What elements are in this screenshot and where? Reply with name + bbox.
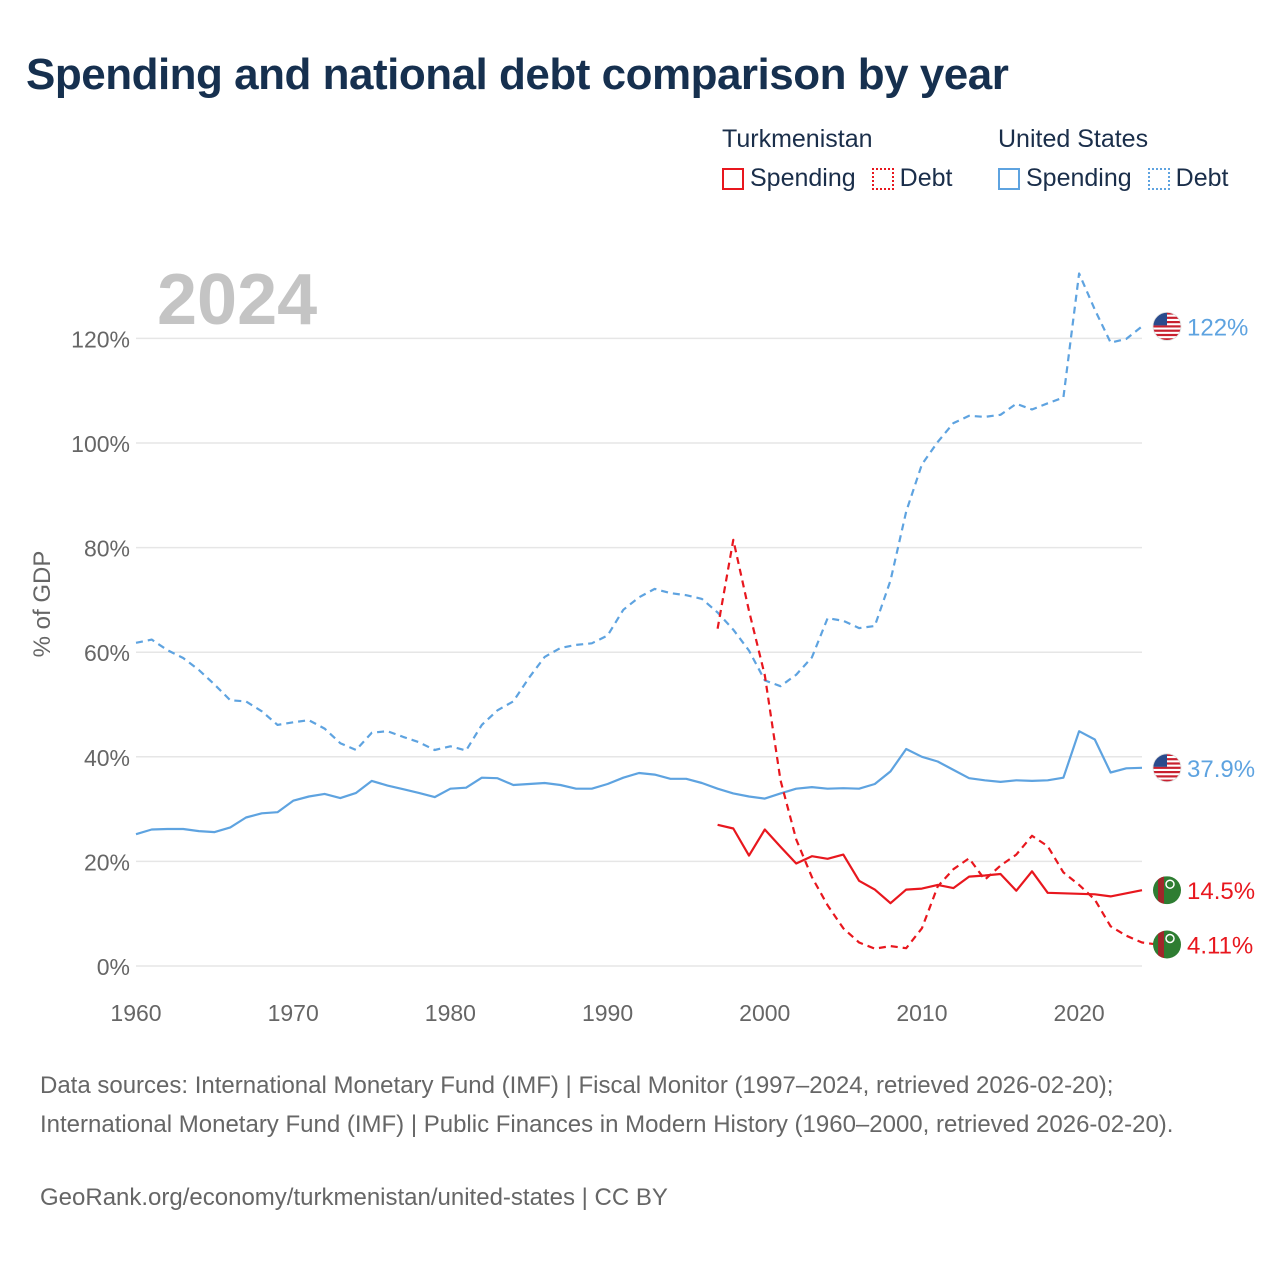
y-tick-label: 80% bbox=[84, 536, 130, 562]
series-line-turkmenistan-debt[interactable] bbox=[716, 538, 1158, 950]
flag-outline bbox=[1152, 753, 1182, 783]
flag-background bbox=[1153, 930, 1181, 959]
end-value-label: 4.11% bbox=[1187, 933, 1253, 960]
series-line-united-states-debt[interactable] bbox=[135, 272, 1143, 752]
end-value-label: 14.5% bbox=[1187, 878, 1255, 905]
flag-stripe bbox=[1153, 766, 1181, 769]
legend-item-label: Spending bbox=[1026, 164, 1132, 192]
flag-crescent bbox=[1165, 933, 1175, 944]
x-tick-label: 1960 bbox=[110, 1000, 161, 1026]
x-tick-label: 2020 bbox=[1054, 1000, 1105, 1026]
y-tick-label: 40% bbox=[84, 745, 130, 771]
legend-item-turkmenistan-debt[interactable]: Debt bbox=[871, 164, 953, 193]
flag-stripe bbox=[1153, 325, 1181, 328]
legend-item-label: Debt bbox=[899, 164, 953, 192]
legend-group-turkmenistan: Turkmenistan Spending Debt bbox=[722, 122, 968, 193]
series-line-turkmenistan-spending[interactable] bbox=[717, 823, 1143, 905]
chart-title: Spending and national debt comparison by… bbox=[26, 50, 1009, 99]
y-axis-label: % of GDP bbox=[29, 551, 56, 658]
y-tick-label: 100% bbox=[71, 431, 130, 457]
legend-item-label: Debt bbox=[1175, 164, 1229, 192]
end-value-label: 37.9% bbox=[1187, 756, 1255, 783]
x-tick-label: 1990 bbox=[582, 1000, 633, 1026]
legend-item-us-spending[interactable]: Spending bbox=[998, 164, 1132, 193]
legend-item-us-debt[interactable]: Debt bbox=[1147, 164, 1229, 193]
flag-stripe bbox=[1153, 775, 1181, 778]
legend-group-label: United States bbox=[998, 125, 1149, 153]
legend-group-label: Turkmenistan bbox=[722, 125, 873, 153]
flag-stripe bbox=[1153, 338, 1181, 341]
y-tick-label: 0% bbox=[97, 954, 130, 980]
year-watermark: 2024 bbox=[157, 260, 317, 340]
legend-swatch-solid-blue bbox=[998, 167, 1020, 190]
flag-crescent bbox=[1165, 879, 1175, 889]
data-sources: Data sources: International Monetary Fun… bbox=[40, 1072, 1174, 1138]
flag-background bbox=[1153, 876, 1181, 905]
flag-carpet-stripe bbox=[1158, 876, 1164, 905]
turkmenistan-flag-icon bbox=[1153, 930, 1181, 959]
y-tick-label: 120% bbox=[71, 326, 130, 352]
legend-swatch-dotted-red bbox=[871, 167, 894, 190]
flag-carpet-stripe bbox=[1158, 930, 1164, 959]
y-tick-label: 20% bbox=[84, 849, 130, 875]
us-flag-icon bbox=[1152, 753, 1182, 783]
x-tick-label: 1980 bbox=[425, 1000, 476, 1026]
us-flag-icon bbox=[1152, 311, 1182, 341]
legend-item-turkmenistan-spending[interactable]: Spending bbox=[722, 164, 856, 193]
x-tick-label: 2000 bbox=[739, 1000, 790, 1026]
legend-swatch-solid-red bbox=[722, 167, 744, 190]
x-tick-label: 2010 bbox=[896, 1000, 947, 1026]
legend-group-united-states: United States Spending Debt bbox=[998, 122, 1244, 193]
flag-outline bbox=[1152, 311, 1182, 341]
flag-stripe bbox=[1153, 771, 1181, 774]
flag-stripe bbox=[1153, 779, 1181, 782]
turkmenistan-flag-icon bbox=[1153, 876, 1181, 905]
x-tick-label: 1970 bbox=[268, 1000, 319, 1026]
legend-swatch-dotted-blue bbox=[1147, 167, 1170, 190]
flag-stripe bbox=[1153, 333, 1181, 337]
legend-item-label: Spending bbox=[750, 164, 856, 192]
flag-stripe bbox=[1153, 329, 1181, 332]
series-line-united-states-spending[interactable] bbox=[135, 730, 1143, 836]
y-tick-label: 60% bbox=[84, 640, 130, 666]
end-value-label: 122% bbox=[1187, 314, 1248, 341]
credit-link[interactable]: GeoRank.org/economy/turkmenistan/united-… bbox=[40, 1184, 668, 1211]
